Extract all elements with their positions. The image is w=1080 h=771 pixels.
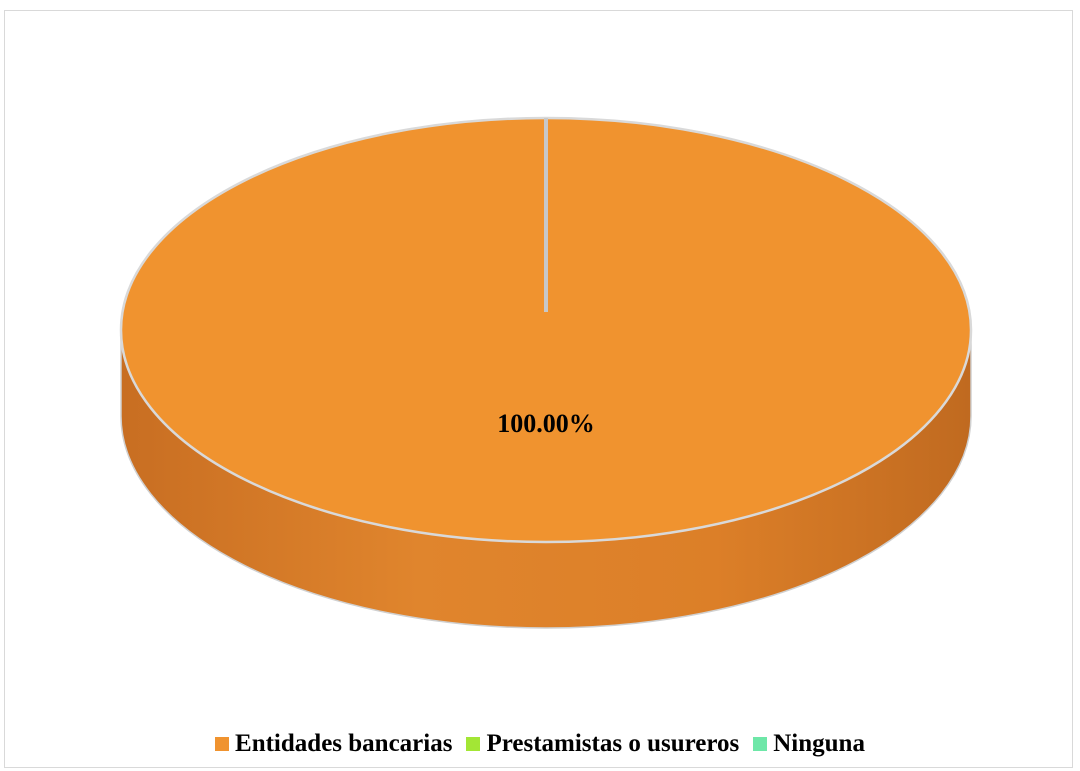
legend-label: Prestamistas o usureros — [486, 730, 740, 757]
legend-item-entidades-bancarias: Entidades bancarias — [215, 730, 452, 758]
legend-label: Entidades bancarias — [235, 730, 453, 757]
legend-swatch — [215, 737, 230, 751]
legend: Entidades bancarias Prestamistas o usure… — [0, 727, 1080, 761]
legend-item-ninguna: Ninguna — [753, 730, 865, 758]
legend-swatch — [466, 737, 481, 751]
data-label: 100.00% — [497, 409, 595, 438]
legend-item-prestamistas: Prestamistas o usureros — [466, 730, 739, 758]
legend-label: Ninguna — [773, 730, 865, 757]
legend-swatch — [753, 737, 768, 751]
